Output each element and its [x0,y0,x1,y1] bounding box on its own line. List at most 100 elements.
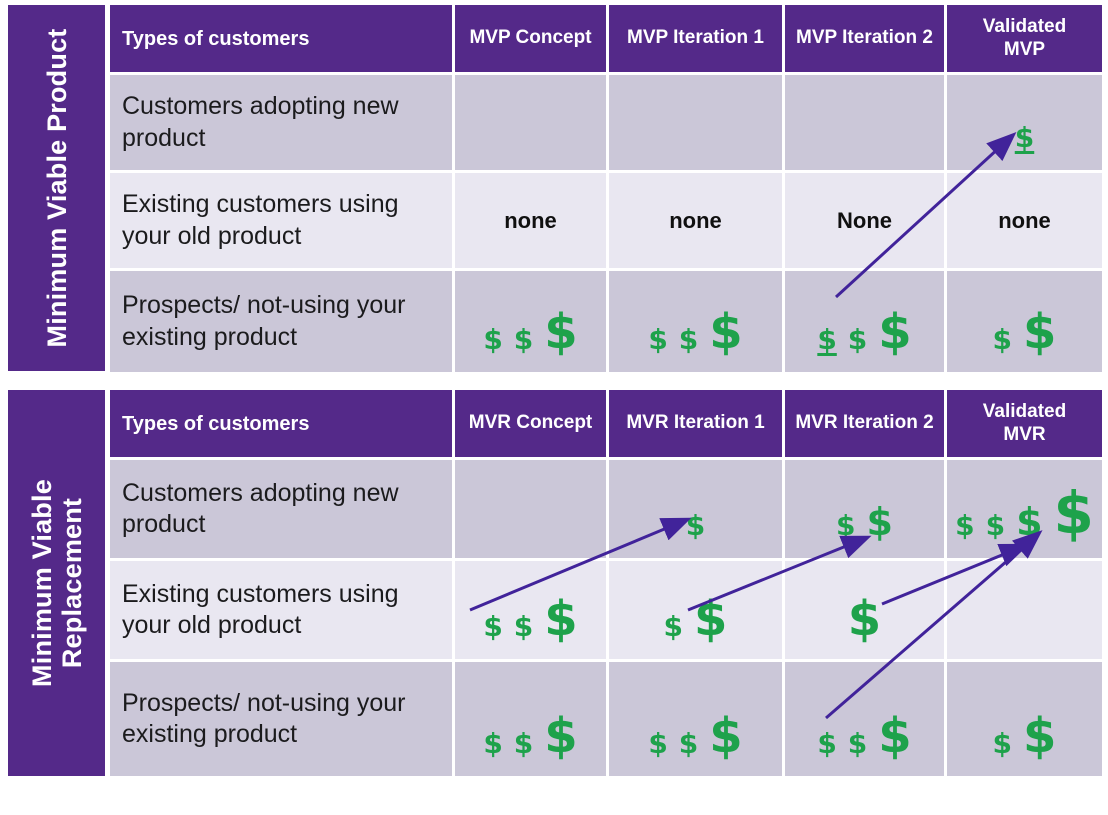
mvp-cell-r1-c2: None [785,173,944,268]
header-label: Types of customers [122,412,310,435]
dollar-icon: $ [544,303,578,360]
header-mvp-col-2: MVP Iteration 1 [609,5,782,72]
dollar-icon: $ [678,323,699,357]
dollar-icon: $ [847,590,882,647]
mvr-cell-r0-c2: $ $ [785,460,944,558]
row-label-text: Customers adopting new product [122,478,399,538]
mvr-table: Types of customers MVR Concept MVR Iterati… [110,390,1102,776]
mvp-cell-r0-c2 [785,75,944,170]
dollar-icon: $ [544,707,578,764]
header-label: MVR Iteration 1 [626,412,765,434]
header-label: Validated MVR [982,400,1067,445]
dollar-icon: $ [817,323,837,357]
header-mvr-col-2: MVR Iteration 1 [609,390,782,457]
dollar-icon: $ [955,509,975,543]
mvp-cell-r0-c3: $ [947,75,1102,170]
header-mvp-col-1: MVP Concept [455,5,606,72]
header-label: Validated MVP [982,15,1067,60]
dollar-icon: $ [663,610,684,644]
dollar-icon: $ [483,727,503,761]
dollar-icon: $ [992,727,1013,761]
mvp-cell-r2-c1: $ $ $ [609,271,782,372]
row-label-text: Existing customers using your old produc… [122,579,399,639]
mvp-sidebar-label: Minimum Viable Product [41,28,72,348]
mvp-cell-r0-c0 [455,75,606,170]
mvp-table: Types of customers MVP Concept MVP Iterati… [110,5,1102,372]
header-label: MVR Concept [468,412,593,434]
header-mvr-col-1: MVR Concept [455,390,606,457]
dollar-icon: $ [992,323,1013,357]
mvr-cell-r1-c2: $ [785,561,944,659]
dollar-icon: $ [1014,121,1035,155]
dollar-icon: $ [1023,303,1057,360]
row-label-text: Prospects/ not-using your existing produ… [122,688,406,748]
mvr-sidebar-label: Minimum Viable Replacement [26,479,87,687]
dollar-icon: $ [648,727,668,761]
header-label: MVP Iteration 1 [627,27,764,49]
mvr-cell-r0-c0 [455,460,606,558]
header-label: MVP Concept [469,27,592,49]
dollar-icon: $ [709,303,743,360]
header-label: MVP Iteration 2 [796,27,933,49]
mvr-row-label-2: Prospects/ not-using your existing produ… [110,662,452,776]
mvr-row-label-1: Existing customers using your old produc… [110,561,452,659]
dollar-icon: $ [483,610,503,644]
mvr-cell-r2-c0: $ $ $ [455,662,606,776]
header-label: MVR Iteration 2 [795,412,934,434]
dollar-icon: $ [836,509,856,543]
mvp-cell-r0-c1 [609,75,782,170]
dollar-icon: $ [513,727,534,761]
dollar-icon: $ [544,590,578,647]
dollar-icon: $ [648,323,668,357]
dollar-icon: $ [694,590,728,647]
mvr-row-label-0: Customers adopting new product [110,460,452,558]
none-text: none [504,207,557,233]
row-label-text: Customers adopting new product [122,92,399,152]
dollar-icon: $ [483,323,503,357]
dollar-icon: $ [866,499,893,544]
mvp-cell-r2-c2: $ $ $ [785,271,944,372]
mvp-section: Minimum Viable Product Types of customer… [8,5,1102,372]
dollar-icon: $ [1053,479,1094,548]
none-text: none [998,207,1051,233]
dollar-icon: $ [817,727,837,761]
header-mvp-col-0: Types of customers [110,5,452,72]
mvr-cell-r1-c1: $ $ [609,561,782,659]
dollar-icon: $ [513,323,534,357]
dollar-icon: $ [1016,499,1043,544]
mvr-cell-r2-c1: $ $ $ [609,662,782,776]
dollar-icon: $ [678,727,699,761]
header-mvp-col-3: MVP Iteration 2 [785,5,944,72]
dollar-icon: $ [685,509,706,543]
none-text: none [669,207,722,233]
mvp-cell-r1-c3: none [947,173,1102,268]
mvp-cell-r2-c3: $ $ [947,271,1102,372]
mvr-section: Minimum Viable Replacement Types of cust… [8,390,1102,776]
mvr-cell-r2-c3: $ $ [947,662,1102,776]
mvp-row-label-2: Prospects/ not-using your existing produ… [110,271,452,372]
mvr-cell-r1-c0: $ $ $ [455,561,606,659]
dollar-icon: $ [985,509,1006,543]
dollar-icon: $ [878,303,912,360]
none-text: None [837,207,892,233]
dollar-icon: $ [847,727,868,761]
mvp-row-label-1: Existing customers using your old produc… [110,173,452,268]
dollar-icon: $ [513,610,534,644]
dollar-icon: $ [847,323,868,357]
header-label: Types of customers [122,27,310,50]
mvp-cell-r1-c0: none [455,173,606,268]
header-mvr-col-3: MVR Iteration 2 [785,390,944,457]
dollar-icon: $ [878,707,912,764]
header-mvr-col-0: Types of customers [110,390,452,457]
row-label-text: Prospects/ not-using your existing produ… [122,291,406,351]
dollar-icon: $ [1023,707,1057,764]
header-mvp-col-4: Validated MVP [947,5,1102,72]
mvp-cell-r2-c0: $ $ $ [455,271,606,372]
mvr-cell-r2-c2: $ $ $ [785,662,944,776]
mvp-sidebar: Minimum Viable Product [8,5,105,371]
dollar-icon: $ [709,707,743,764]
header-mvr-col-4: Validated MVR [947,390,1102,457]
mvr-cell-r0-c1: $ [609,460,782,558]
row-label-text: Existing customers using your old produc… [122,190,399,250]
mvr-cell-r1-c3 [947,561,1102,659]
